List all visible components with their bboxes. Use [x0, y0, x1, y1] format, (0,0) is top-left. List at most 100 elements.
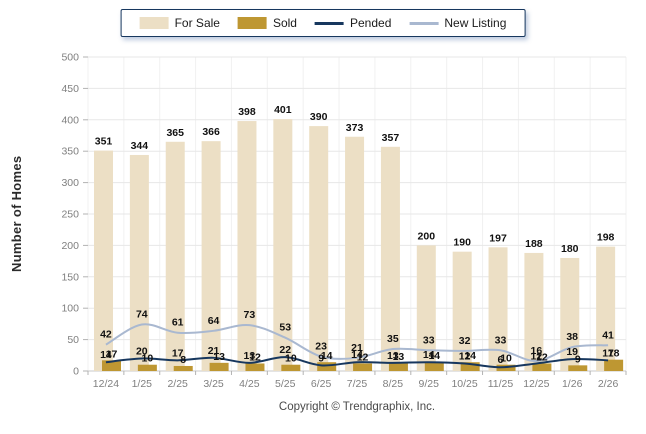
new-listing-value-label: 53	[279, 322, 291, 334]
y-tick-label: 450	[61, 83, 79, 95]
for-sale-value-label: 188	[525, 238, 543, 250]
y-tick-label: 350	[61, 146, 79, 158]
new-listing-value-label: 23	[315, 341, 327, 353]
new-listing-value-label: 73	[244, 309, 256, 321]
sold-bar	[281, 364, 301, 371]
sold-value-label: 14	[321, 350, 333, 362]
x-tick-label: 2/25	[167, 378, 188, 390]
y-tick-label: 300	[61, 177, 79, 189]
pended-value-label: 19	[566, 346, 578, 358]
x-tick-label: 9/25	[419, 378, 440, 390]
legend-item-for-sale: For Sale	[139, 16, 220, 30]
pended-line	[105, 356, 609, 369]
legend-label-new-listing: New Listing	[444, 16, 507, 30]
legend-swatch-pended-line-icon	[314, 21, 344, 25]
x-tick-label: 3/25	[203, 378, 224, 390]
sold-bar	[102, 360, 121, 371]
for-sale-value-label: 190	[453, 237, 471, 249]
pended-value-label: 14	[100, 349, 112, 361]
for-sale-bar	[596, 246, 616, 371]
legend-item-sold: Sold	[237, 16, 297, 30]
y-tick-label: 50	[67, 334, 79, 346]
for-sale-value-label: 200	[418, 230, 436, 242]
x-tick-label: 11/25	[488, 378, 514, 390]
pended-value-label: 9	[318, 352, 324, 364]
pended-value-label: 14	[423, 349, 435, 361]
new-listing-value-label: 32	[459, 335, 471, 347]
sold-value-label: 10	[142, 353, 154, 365]
sold-value-label: 13	[393, 351, 405, 363]
for-sale-bar	[94, 150, 113, 371]
pended-value-label: 21	[208, 345, 220, 357]
x-tick-label: 12/24	[93, 378, 119, 390]
for-sale-value-label: 390	[310, 111, 328, 123]
new-listing-value-label: 35	[387, 333, 399, 345]
for-sale-bar	[309, 126, 329, 371]
copyright-text: Copyright © Trendgraphix, Inc.	[278, 401, 436, 413]
for-sale-bar	[345, 136, 365, 371]
pended-value-label: 13	[387, 350, 399, 362]
for-sale-value-label: 344	[131, 140, 149, 152]
x-tick-label: 6/25	[311, 378, 332, 390]
legend-item-new-listing: New Listing	[409, 16, 506, 30]
pended-value-label: 17	[172, 347, 184, 359]
new-listing-value-label: 33	[495, 334, 507, 346]
sold-value-label: 13	[213, 351, 225, 363]
new-listing-value-label: 33	[423, 334, 435, 346]
pended-value-label: 20	[136, 345, 148, 357]
new-listing-value-label: 74	[136, 309, 148, 321]
for-sale-value-label: 366	[202, 126, 220, 138]
legend-item-pended: Pended	[314, 16, 392, 30]
sold-value-label: 9	[575, 353, 581, 365]
for-sale-bar	[560, 257, 580, 371]
y-tick-label: 200	[61, 240, 79, 252]
sold-bar	[460, 362, 480, 371]
pended-value-label: 12	[530, 350, 542, 362]
for-sale-value-label: 398	[238, 106, 256, 118]
sold-value-label: 10	[500, 353, 512, 365]
for-sale-bar	[524, 252, 544, 371]
pended-value-label: 6	[498, 354, 504, 366]
for-sale-bar	[237, 121, 257, 371]
for-sale-bar	[165, 141, 185, 371]
sold-value-label: 10	[285, 353, 297, 365]
x-tick-label: 1/26	[562, 378, 583, 390]
legend-label-for-sale: For Sale	[174, 16, 220, 30]
new-listing-value-label: 41	[602, 329, 614, 341]
sold-value-label: 8	[180, 354, 186, 366]
pended-value-label: 22	[279, 344, 291, 356]
sold-value-label: 14	[428, 350, 440, 362]
y-tick-label: 500	[61, 52, 79, 64]
sold-bar	[568, 365, 588, 371]
x-tick-label: 1/25	[132, 378, 153, 390]
pended-value-label: 13	[244, 350, 256, 362]
x-tick-label: 7/25	[347, 378, 368, 390]
sold-bar	[388, 362, 408, 371]
for-sale-value-label: 197	[489, 232, 507, 244]
for-sale-bar	[380, 146, 400, 371]
legend-label-sold: Sold	[272, 16, 297, 30]
sold-bar	[424, 362, 444, 371]
sold-value-label: 12	[357, 351, 369, 363]
for-sale-bar	[452, 251, 472, 371]
x-tick-label: 8/25	[383, 378, 404, 390]
sold-value-label: 17	[106, 348, 118, 360]
chart-legend: For Sale Sold Pended New Listing	[120, 9, 526, 37]
y-tick-label: 100	[61, 303, 79, 315]
sold-bar	[245, 363, 265, 371]
sold-bar	[173, 365, 193, 371]
for-sale-value-label: 373	[346, 122, 364, 134]
legend-label-pended: Pended	[349, 16, 392, 30]
sold-bar	[317, 362, 337, 371]
for-sale-value-label: 365	[166, 127, 184, 139]
for-sale-value-label: 351	[95, 136, 113, 148]
legend-swatch-new-listing-line-icon	[409, 21, 439, 25]
y-tick-label: 150	[61, 271, 79, 283]
sold-bar	[532, 363, 552, 371]
x-tick-label: 12/25	[523, 378, 549, 390]
sold-value-label: 12	[536, 351, 548, 363]
sold-bar	[353, 363, 373, 371]
for-sale-bar	[416, 245, 436, 371]
